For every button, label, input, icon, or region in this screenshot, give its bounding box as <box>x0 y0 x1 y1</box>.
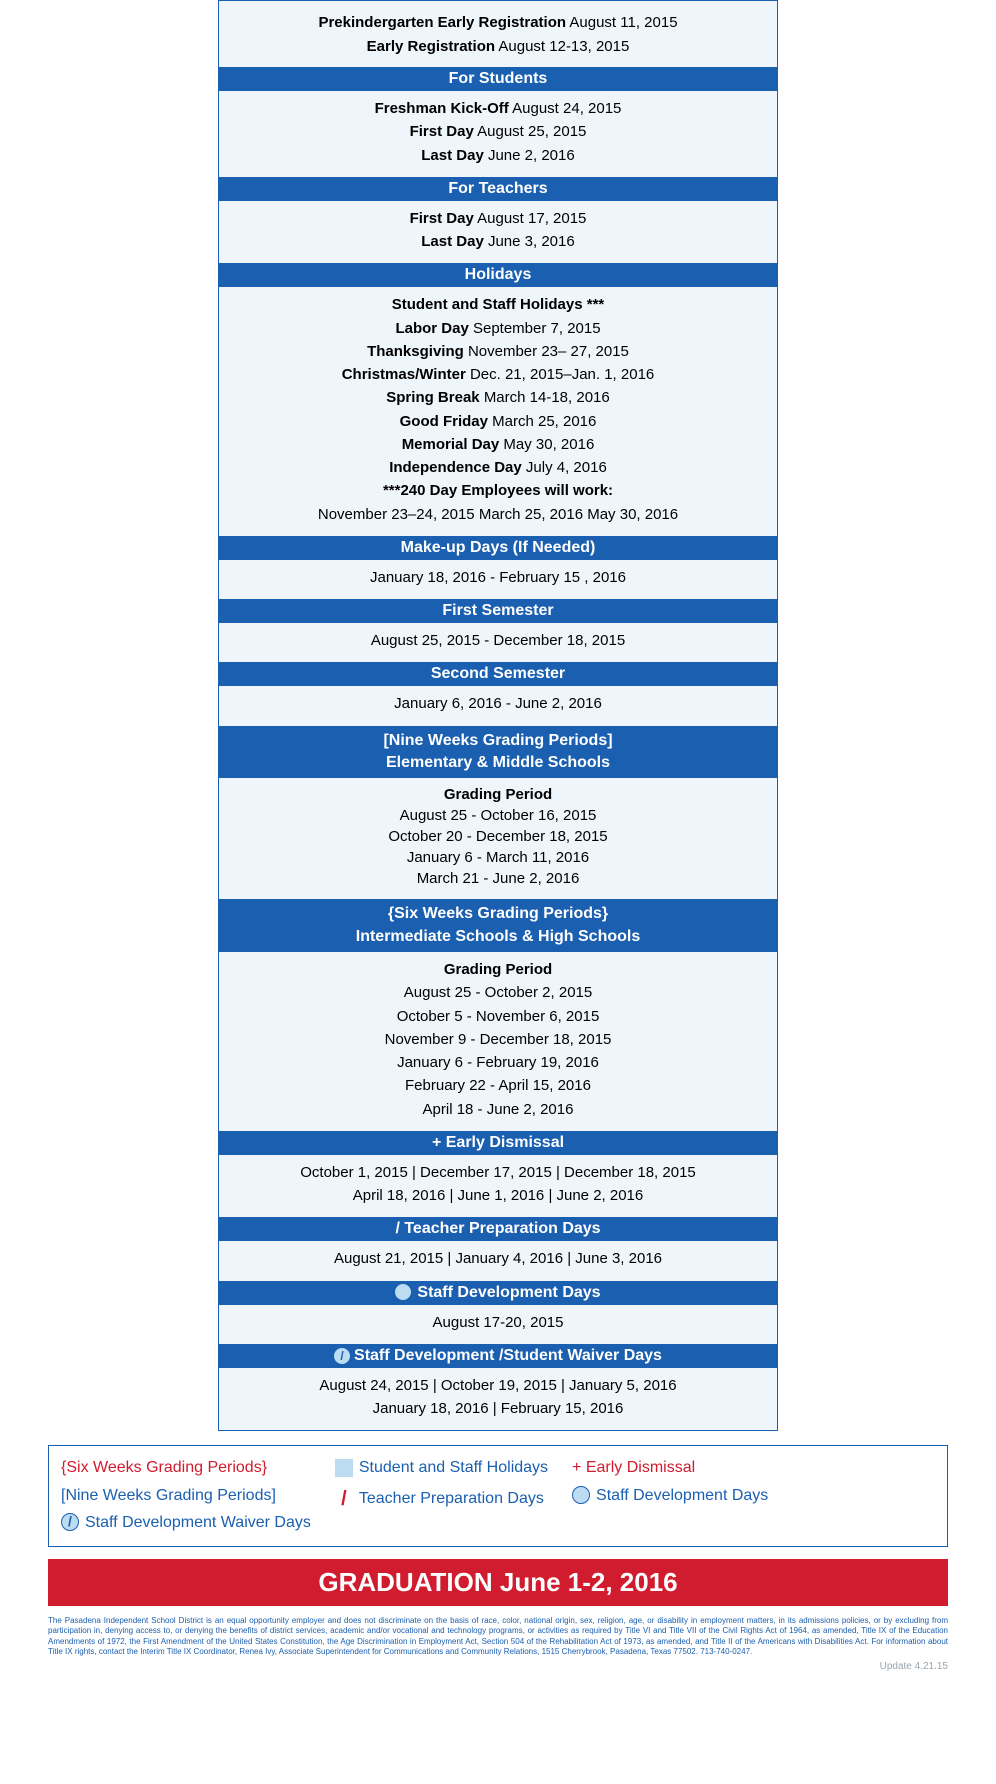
square-icon <box>335 1459 353 1477</box>
nineweeks-body: Grading Period August 25 - October 16, 2… <box>219 778 777 899</box>
staffdev-header: Staff Development Days <box>219 1281 777 1305</box>
early-header: + Early Dismissal <box>219 1131 777 1155</box>
circle-icon <box>572 1486 590 1504</box>
holidays-header: Holidays <box>219 263 777 287</box>
legend-early: + Early Dismissal <box>572 1454 695 1481</box>
slash-icon: / <box>335 1482 353 1516</box>
holidays-subhead: Student and Staff Holidays *** <box>227 293 769 316</box>
teachers-body: First Day August 17, 2015 Last Day June … <box>219 201 777 264</box>
prek-label: Prekindergarten Early Registration <box>318 14 566 31</box>
teachers-header: For Teachers <box>219 177 777 201</box>
holidays-body: Student and Staff Holidays *** Labor Day… <box>219 287 777 536</box>
legend-waiver: Staff Development Waiver Days <box>85 1509 311 1536</box>
legend-staffdev: Staff Development Days <box>596 1482 768 1509</box>
fine-print: The Pasadena Independent School District… <box>48 1616 948 1658</box>
earlyreg-label: Early Registration <box>367 38 495 55</box>
firstsem-body: August 25, 2015 - December 18, 2015 <box>219 623 777 662</box>
makeup-body: January 18, 2016 - February 15 , 2016 <box>219 560 777 599</box>
calendar-box: Prekindergarten Early Registration Augus… <box>218 0 778 1431</box>
circle-icon <box>395 1284 411 1300</box>
makeup-header: Make-up Days (If Needed) <box>219 536 777 560</box>
holidays-note-label: ***240 Day Employees will work: <box>227 479 769 502</box>
prep-body: August 21, 2015 | January 4, 2016 | June… <box>219 1241 777 1280</box>
graduation-bar: GRADUATION June 1-2, 2016 <box>48 1559 948 1606</box>
firstsem-header: First Semester <box>219 599 777 623</box>
prek-value: August 11, 2015 <box>569 14 677 31</box>
students-header: For Students <box>219 67 777 91</box>
legend-six-weeks: {Six Weeks Grading Periods} <box>61 1454 267 1481</box>
staffdev-body: August 17-20, 2015 <box>219 1305 777 1344</box>
legend-holidays: Student and Staff Holidays <box>359 1454 548 1481</box>
nineweeks-header: [Nine Weeks Grading Periods] Elementary … <box>219 726 777 779</box>
circle-slash-icon: / <box>61 1513 79 1531</box>
secondsem-body: January 6, 2016 - June 2, 2016 <box>219 686 777 725</box>
top-registration: Prekindergarten Early Registration Augus… <box>219 1 777 67</box>
legend-nine-weeks: [Nine Weeks Grading Periods] <box>61 1482 276 1509</box>
legend-prep: Teacher Preparation Days <box>359 1485 544 1512</box>
earlyreg-value: August 12-13, 2015 <box>498 38 629 55</box>
circle-slash-icon: / <box>334 1348 350 1364</box>
waiver-header: /Staff Development /Student Waiver Days <box>219 1344 777 1368</box>
prep-header: / Teacher Preparation Days <box>219 1217 777 1241</box>
sixweeks-body: Grading Period August 25 - October 2, 20… <box>219 952 777 1131</box>
legend-box: {Six Weeks Grading Periods} [Nine Weeks … <box>48 1445 948 1547</box>
update-date: Update 4.21.15 <box>48 1661 948 1672</box>
early-body: October 1, 2015 | December 17, 2015 | De… <box>219 1155 777 1218</box>
secondsem-header: Second Semester <box>219 662 777 686</box>
holidays-note-value: November 23–24, 2015 March 25, 2016 May … <box>227 503 769 526</box>
students-body: Freshman Kick-Off August 24, 2015 First … <box>219 91 777 177</box>
waiver-body: August 24, 2015 | October 19, 2015 | Jan… <box>219 1368 777 1431</box>
sixweeks-header: {Six Weeks Grading Periods} Intermediate… <box>219 899 777 952</box>
